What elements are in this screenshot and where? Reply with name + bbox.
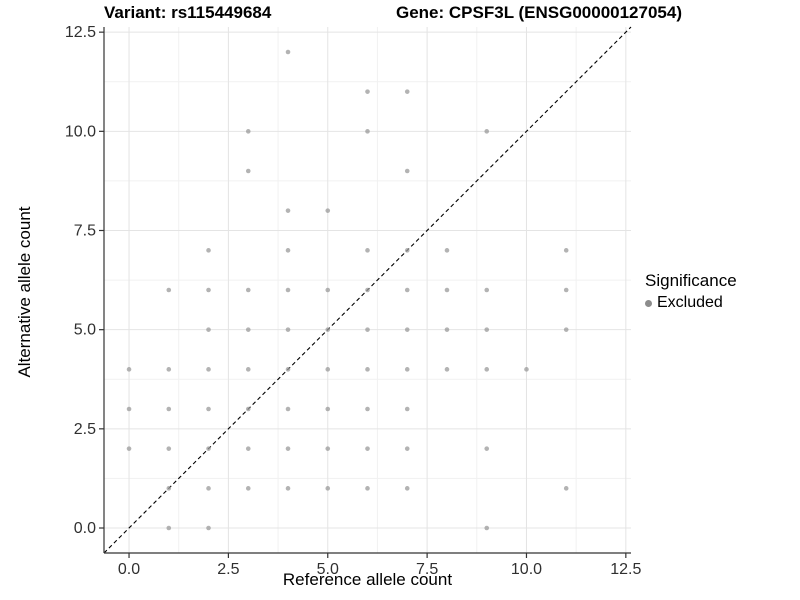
legend-item-label: Excluded [657,294,723,311]
legend-key-dot-icon [645,299,652,307]
data-point [166,406,172,412]
y-tick-label: 0.0 [74,520,96,537]
data-point [365,129,370,134]
x-tick-label: 10.0 [511,561,542,578]
data-point [325,287,331,293]
data-point [404,446,410,451]
data-point [245,168,251,174]
data-point [206,248,211,253]
data-point [206,367,211,372]
data-point [563,248,569,253]
data-point [524,367,529,372]
x-tick-label: 5.0 [317,561,339,578]
legend-item-excluded: Excluded [645,294,737,312]
data-point [325,327,331,332]
data-point [404,89,410,94]
data-point [365,406,370,412]
y-tick-label: 10.0 [65,123,96,140]
data-point [245,129,251,134]
data-point [325,486,331,491]
data-point [206,287,211,293]
data-point [365,446,370,451]
data-point [404,248,410,253]
x-tick-label: 12.5 [610,561,641,578]
data-point [285,287,291,293]
data-point [563,287,569,293]
data-point [484,327,490,332]
y-tick-label: 12.5 [65,24,96,41]
data-point [285,49,291,55]
data-point [285,248,291,253]
data-point [404,287,410,293]
x-axis-title: Reference allele count [282,570,453,589]
data-point [206,446,211,451]
data-point [444,327,450,332]
data-point [484,367,490,372]
data-point [484,129,490,134]
data-point [166,287,172,293]
data-point [245,486,251,491]
data-point [206,525,211,531]
data-point [365,89,370,94]
y-tick-label: 5.0 [74,322,96,339]
legend-title: Significance [645,271,737,290]
data-point [484,287,490,293]
data-point [365,287,370,293]
data-point [325,406,331,412]
y-axis-title: Alternative allele count [15,206,34,378]
data-point [166,486,172,491]
data-point [365,486,370,491]
x-tick-label: 2.5 [217,561,239,578]
data-point [325,367,331,372]
data-point [126,406,132,412]
data-point [245,406,251,412]
data-point [166,525,172,531]
x-tick-label: 0.0 [118,561,140,578]
data-point [206,486,211,491]
data-point [365,248,370,253]
data-point [404,406,410,412]
data-point [126,367,132,372]
data-point [285,486,291,491]
data-point [285,327,291,332]
plot-title-gene: Gene: CPSF3L (ENSG00000127054) [396,3,682,22]
plot-title-variant: Variant: rs115449684 [104,3,272,22]
data-point [404,367,410,372]
data-point [404,486,410,491]
data-point [563,327,569,332]
data-point [285,406,291,412]
data-point [404,327,410,332]
data-point [563,486,569,491]
data-point [206,406,211,412]
data-point [245,446,251,451]
data-point [325,446,331,451]
y-tick-label: 2.5 [74,421,96,438]
data-point [166,446,172,451]
data-point [126,446,132,451]
data-point [444,287,450,293]
data-point [484,525,490,531]
data-point [444,248,450,253]
data-point [444,367,450,372]
data-point [245,287,251,293]
data-point [245,327,251,332]
data-point [404,168,410,174]
data-point [166,367,172,372]
data-point [285,208,291,213]
data-point [285,367,291,372]
data-point [285,446,291,451]
data-point [365,367,370,372]
data-point [365,327,370,332]
x-tick-label: 7.5 [416,561,438,578]
data-point [484,446,490,451]
data-point [206,327,211,332]
y-tick-label: 7.5 [74,222,96,239]
legend: Significance Excluded [645,271,737,312]
data-point [245,367,251,372]
data-point [325,208,331,213]
